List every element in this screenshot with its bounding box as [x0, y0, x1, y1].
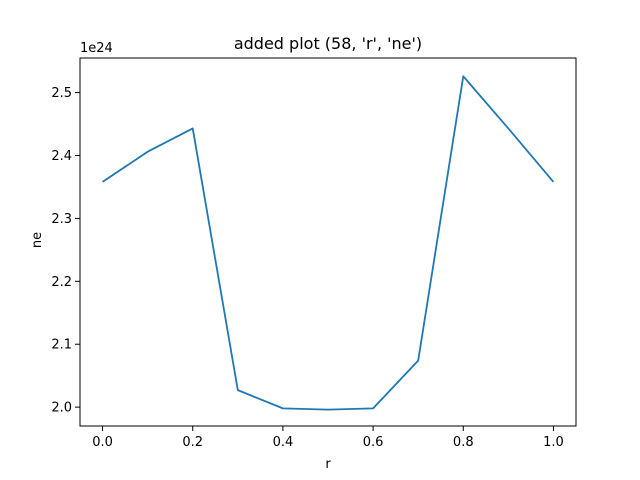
x-tick-label: 0.8	[453, 435, 474, 450]
y-axis-label: ne	[30, 232, 45, 248]
chart-title: added plot (58, 'r', 'ne')	[234, 34, 422, 53]
y-axis: 2.0 2.1 2.2 2.3 2.4 2.5	[51, 86, 80, 416]
y-tick-label: 2.1	[51, 338, 72, 353]
x-tick-label: 0.2	[182, 435, 203, 450]
y-tick-label: 2.5	[51, 86, 72, 101]
plot-frame	[79, 57, 577, 427]
x-tick-label: 0.6	[363, 435, 384, 450]
x-axis-label: r	[325, 457, 331, 472]
y-tick-label: 2.3	[51, 212, 72, 227]
x-tick-label: 0.4	[273, 435, 294, 450]
series-line	[102, 75, 555, 411]
y-tick-label: 2.4	[51, 149, 72, 164]
x-axis: 0.0 0.2 0.4 0.6 0.8 1.0	[92, 426, 564, 450]
x-tick-label: 1.0	[543, 435, 564, 450]
y-tick-label: 2.2	[51, 275, 72, 290]
x-tick-label: 0.0	[92, 435, 113, 450]
y-tick-label: 2.0	[51, 401, 72, 416]
y-offset-text: 1e24	[80, 41, 113, 56]
plot-series	[102, 75, 555, 411]
